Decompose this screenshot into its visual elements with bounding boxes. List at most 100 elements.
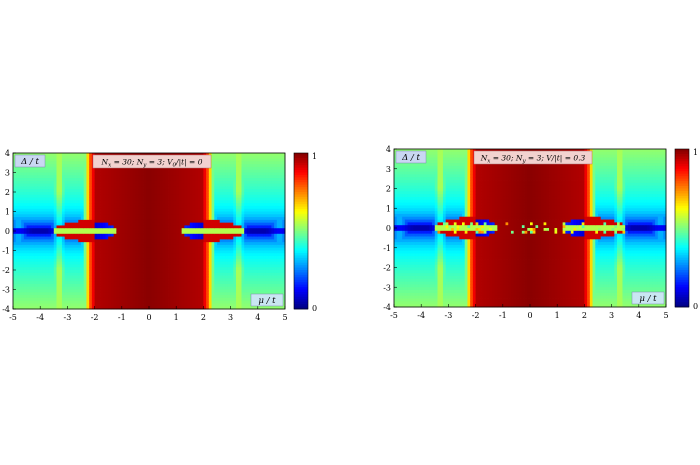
heatmap-cell [206, 208, 210, 212]
heatmap-cell [135, 297, 139, 302]
heatmap-cell [146, 242, 150, 246]
heatmap-cell [72, 281, 76, 285]
heatmap-cell [13, 164, 17, 168]
heatmap-cell [89, 244, 93, 249]
heatmap-cell [89, 197, 93, 201]
heatmap-cell [21, 286, 25, 290]
heatmap-cell [203, 166, 207, 171]
heatmap-cell [203, 205, 207, 210]
heatmap-cell [214, 186, 218, 190]
heatmap-cell [227, 300, 231, 304]
heatmap-cell [135, 236, 139, 240]
heatmap-cell [219, 192, 223, 196]
heatmap-cell [241, 172, 245, 176]
heatmap-cell [37, 306, 41, 310]
heatmap-cell [89, 264, 93, 268]
heatmap-cell [189, 205, 193, 210]
heatmap-cell [110, 217, 115, 221]
heatmap-cell [176, 306, 180, 310]
heatmap-cell [129, 219, 134, 224]
heatmap-cell [78, 172, 82, 176]
heatmap-cell [105, 278, 109, 282]
heatmap-cell [219, 166, 223, 171]
heatmap-cell [246, 303, 251, 307]
heatmap-cell [127, 180, 131, 185]
heatmap-cell [206, 289, 210, 293]
heatmap-cell [13, 222, 17, 226]
heatmap-cell [246, 194, 251, 198]
heatmap-cell [110, 166, 115, 171]
heatmap-cell [162, 250, 166, 254]
heatmap-cell [197, 303, 202, 307]
heatmap-cell [184, 306, 188, 310]
heatmap-cell [67, 247, 71, 251]
heatmap-cell [219, 214, 223, 218]
heatmap-cell [222, 289, 226, 293]
heatmap-cell [165, 303, 169, 307]
heatmap-cell [116, 172, 120, 176]
heatmap-cell [86, 289, 90, 293]
heatmap-cell [184, 272, 188, 276]
heatmap-cell [75, 253, 79, 257]
heatmap-cell [127, 194, 131, 198]
heatmap-cell [159, 242, 163, 246]
heatmap-cell [29, 286, 33, 290]
heatmap-cell [89, 281, 93, 285]
heatmap-cell [206, 175, 210, 179]
heatmap-cell [21, 247, 25, 251]
heatmap-cell [13, 194, 17, 198]
heatmap-cell [255, 172, 259, 176]
heatmap-cell [48, 247, 52, 251]
heatmap-cell [176, 219, 180, 224]
heatmap-cell [100, 267, 104, 271]
heatmap-cell [203, 153, 207, 157]
heatmap-cell [241, 233, 245, 237]
heatmap-cell [151, 300, 155, 304]
heatmap-cell [233, 306, 237, 310]
heatmap-cell [94, 208, 98, 212]
heatmap-cell [244, 186, 248, 190]
heatmap-cell [195, 175, 199, 179]
heatmap-cell [170, 303, 174, 307]
heatmap-cell [230, 175, 234, 179]
heatmap-cell [140, 166, 144, 171]
heatmap-cell [225, 272, 229, 276]
heatmap-cell [249, 244, 253, 249]
heatmap-cell [178, 258, 183, 263]
heatmap-cell [149, 153, 153, 157]
heatmap-cell [48, 289, 52, 293]
heatmap-cell [189, 186, 193, 190]
heatmap-cell [178, 192, 183, 196]
heatmap-cell [244, 239, 248, 243]
heatmap-cell [100, 303, 104, 307]
heatmap-cell [252, 214, 256, 218]
heatmap-cell [236, 261, 240, 265]
heatmap-cell [241, 178, 245, 182]
heatmap-cell [45, 155, 49, 159]
heatmap-cell [249, 306, 253, 310]
heatmap-cell [94, 178, 98, 182]
heatmap-cell [37, 270, 41, 274]
heatmap-cell [94, 267, 98, 271]
heatmap-cell [238, 228, 242, 232]
heatmap-cell [132, 211, 136, 215]
heatmap-cell [187, 169, 191, 173]
heatmap-cell [51, 225, 55, 229]
heatmap-cell [100, 286, 104, 290]
heatmap-cell [244, 306, 248, 310]
heatmap-cell [78, 244, 82, 249]
heatmap-cell [219, 264, 223, 268]
heatmap-cell [249, 194, 253, 198]
heatmap-cell [138, 166, 142, 171]
heatmap-cell [211, 189, 215, 193]
heatmap-cell [75, 300, 79, 304]
heatmap-cell [59, 194, 63, 198]
heatmap-cell [173, 214, 177, 218]
heatmap-cell [129, 186, 134, 190]
heatmap-cell [116, 186, 120, 190]
heatmap-cell [217, 153, 221, 157]
heatmap-cell [157, 222, 161, 226]
heatmap-cell [195, 261, 199, 265]
heatmap-cell [67, 267, 71, 271]
heatmap-cell [70, 228, 74, 232]
